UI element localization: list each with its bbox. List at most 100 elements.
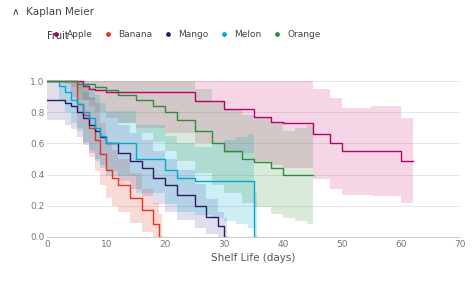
Text: ∧  Kaplan Meier: ∧ Kaplan Meier — [12, 7, 94, 17]
Mango — [215, 224, 221, 228]
Melon — [62, 90, 68, 94]
Mango — [91, 129, 97, 133]
Mango — [204, 215, 210, 218]
Melon — [86, 117, 91, 120]
Orange — [74, 83, 80, 86]
Apple — [251, 115, 256, 119]
Banana — [159, 235, 165, 239]
Line: Melon: Melon — [47, 81, 256, 237]
Apple — [280, 122, 286, 125]
Orange — [133, 98, 138, 102]
Melon — [233, 179, 239, 182]
Apple — [163, 90, 168, 94]
Text: Fruit: Fruit — [47, 31, 69, 41]
Line: Orange: Orange — [47, 81, 312, 175]
Orange — [163, 111, 168, 114]
Mango — [80, 117, 86, 120]
Apple — [369, 149, 374, 153]
Melon — [245, 179, 251, 182]
Melon — [98, 134, 103, 137]
Orange — [151, 104, 156, 108]
Apple — [410, 159, 416, 162]
Orange — [304, 173, 310, 176]
Apple — [103, 90, 109, 94]
Orange — [103, 89, 109, 92]
Orange — [115, 93, 121, 97]
Banana — [139, 209, 145, 212]
Banana — [68, 80, 74, 83]
Mango — [127, 159, 133, 162]
Melon — [91, 126, 97, 129]
Melon — [192, 179, 198, 182]
Orange — [292, 173, 298, 176]
Melon — [163, 168, 168, 171]
Orange — [192, 129, 198, 133]
Mango — [103, 142, 109, 145]
Apple — [62, 80, 68, 83]
Line: Apple: Apple — [47, 81, 413, 160]
Orange — [280, 173, 286, 176]
Banana — [74, 103, 80, 106]
Mango — [45, 98, 50, 102]
Banana — [151, 223, 156, 226]
Mango — [163, 184, 168, 187]
Mango — [174, 193, 180, 197]
Orange — [45, 80, 50, 83]
Banana — [86, 126, 91, 129]
Apple — [328, 142, 333, 145]
Melon — [45, 80, 50, 83]
Melon — [254, 235, 259, 239]
Apple — [192, 100, 198, 103]
Melon — [251, 235, 256, 239]
Orange — [221, 149, 227, 153]
Mango — [68, 104, 74, 108]
Orange — [251, 160, 256, 164]
Banana — [91, 139, 97, 142]
Apple — [268, 120, 274, 123]
Melon — [221, 179, 227, 182]
Apple — [74, 80, 80, 83]
Melon — [103, 142, 109, 145]
Mango — [62, 101, 68, 105]
Melon — [80, 111, 86, 114]
Apple — [80, 84, 86, 87]
Apple — [310, 132, 315, 136]
Melon — [68, 98, 74, 102]
Apple — [68, 80, 74, 83]
Mango — [86, 123, 91, 126]
Apple — [91, 89, 97, 92]
Line: Banana: Banana — [47, 81, 162, 237]
Banana — [127, 196, 133, 200]
X-axis label: Shelf Life (days): Shelf Life (days) — [211, 253, 296, 263]
Apple — [45, 80, 50, 83]
Melon — [56, 84, 62, 87]
Mango — [221, 235, 227, 239]
Mango — [98, 135, 103, 139]
Banana — [98, 153, 103, 156]
Mango — [115, 151, 121, 155]
Orange — [210, 142, 215, 145]
Mango — [139, 167, 145, 170]
Banana — [109, 176, 115, 179]
Mango — [151, 176, 156, 179]
Orange — [239, 157, 245, 161]
Melon — [210, 179, 215, 182]
Legend: Apple, Banana, Mango, Melon, Orange: Apple, Banana, Mango, Melon, Orange — [47, 30, 320, 39]
Orange — [91, 86, 97, 89]
Melon — [133, 157, 138, 161]
Banana — [80, 114, 86, 117]
Banana — [156, 235, 162, 239]
Orange — [310, 173, 315, 176]
Banana — [103, 168, 109, 171]
Melon — [174, 176, 180, 179]
Orange — [174, 118, 180, 122]
Banana — [115, 184, 121, 187]
Mango — [74, 111, 80, 114]
Apple — [221, 107, 227, 111]
Line: Mango: Mango — [47, 100, 227, 237]
Orange — [268, 167, 274, 170]
Apple — [86, 87, 91, 91]
Apple — [398, 159, 404, 162]
Mango — [224, 235, 230, 239]
Mango — [192, 204, 198, 208]
